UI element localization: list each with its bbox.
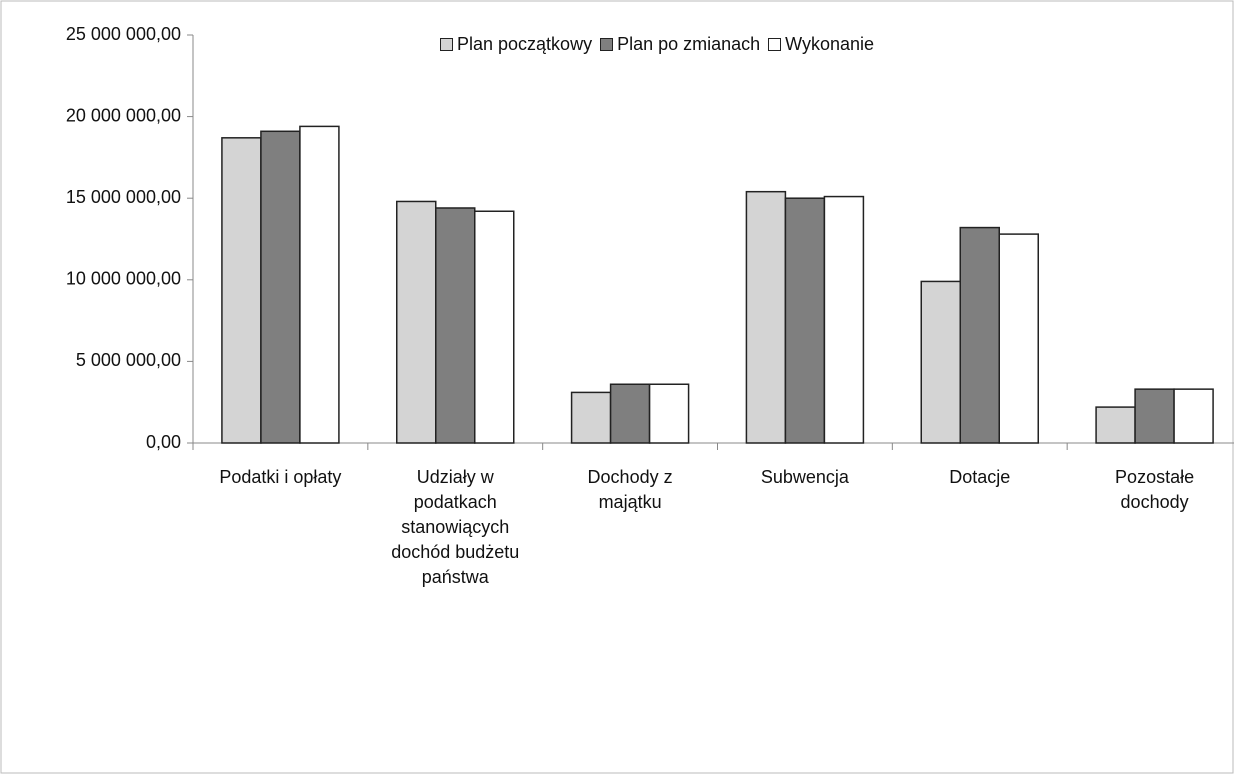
- bar: [784, 197, 826, 444]
- bar: [609, 383, 651, 444]
- x-tick-label: Pozostałe dochody: [1115, 467, 1195, 512]
- bar: [221, 137, 262, 444]
- y-tick-label: 15 000 000,00: [66, 187, 181, 207]
- bar: [959, 226, 1000, 444]
- bar: [920, 280, 961, 444]
- bar: [1134, 388, 1175, 444]
- legend-item: Plan po zmianach: [600, 34, 760, 55]
- x-tick-label: Subwencja: [760, 467, 849, 487]
- y-tick-label: 10 000 000,00: [66, 269, 181, 289]
- y-tick-label: 20 000 000,00: [66, 105, 181, 125]
- legend-item: Plan początkowy: [440, 34, 592, 55]
- x-tick-label: Podatki i opłaty: [219, 467, 342, 487]
- legend-label: Wykonanie: [785, 34, 875, 54]
- legend-swatch: [768, 38, 782, 51]
- legend: Plan początkowy Plan po zmianach Wykonanie: [440, 34, 874, 55]
- legend-label: Plan początkowy: [457, 34, 593, 54]
- y-tick-label: 0,00: [146, 432, 181, 452]
- y-tick-label: 25 000 000,00: [66, 24, 181, 44]
- x-tick-label: Udziały w podatkach stanowiących dochód …: [391, 467, 520, 587]
- bar: [823, 195, 865, 444]
- bar: [570, 391, 612, 444]
- bar: [745, 190, 787, 444]
- legend-swatch: [600, 38, 614, 51]
- bar: [648, 383, 690, 444]
- bar: [1095, 406, 1136, 444]
- y-tick-label: 5 000 000,00: [76, 350, 181, 370]
- bar: [299, 125, 340, 444]
- legend-label: Plan po zmianach: [617, 34, 761, 54]
- x-tick-label: Dochody z majątku: [587, 467, 673, 512]
- legend-item: Wykonanie: [768, 34, 874, 55]
- bar: [998, 233, 1039, 444]
- bar: [474, 210, 515, 444]
- bar: [396, 200, 437, 444]
- x-tick-label: Dotacje: [949, 467, 1011, 487]
- bar: [260, 130, 301, 444]
- bar: [1173, 388, 1214, 444]
- legend-swatch: [440, 38, 453, 51]
- bar: [435, 207, 476, 444]
